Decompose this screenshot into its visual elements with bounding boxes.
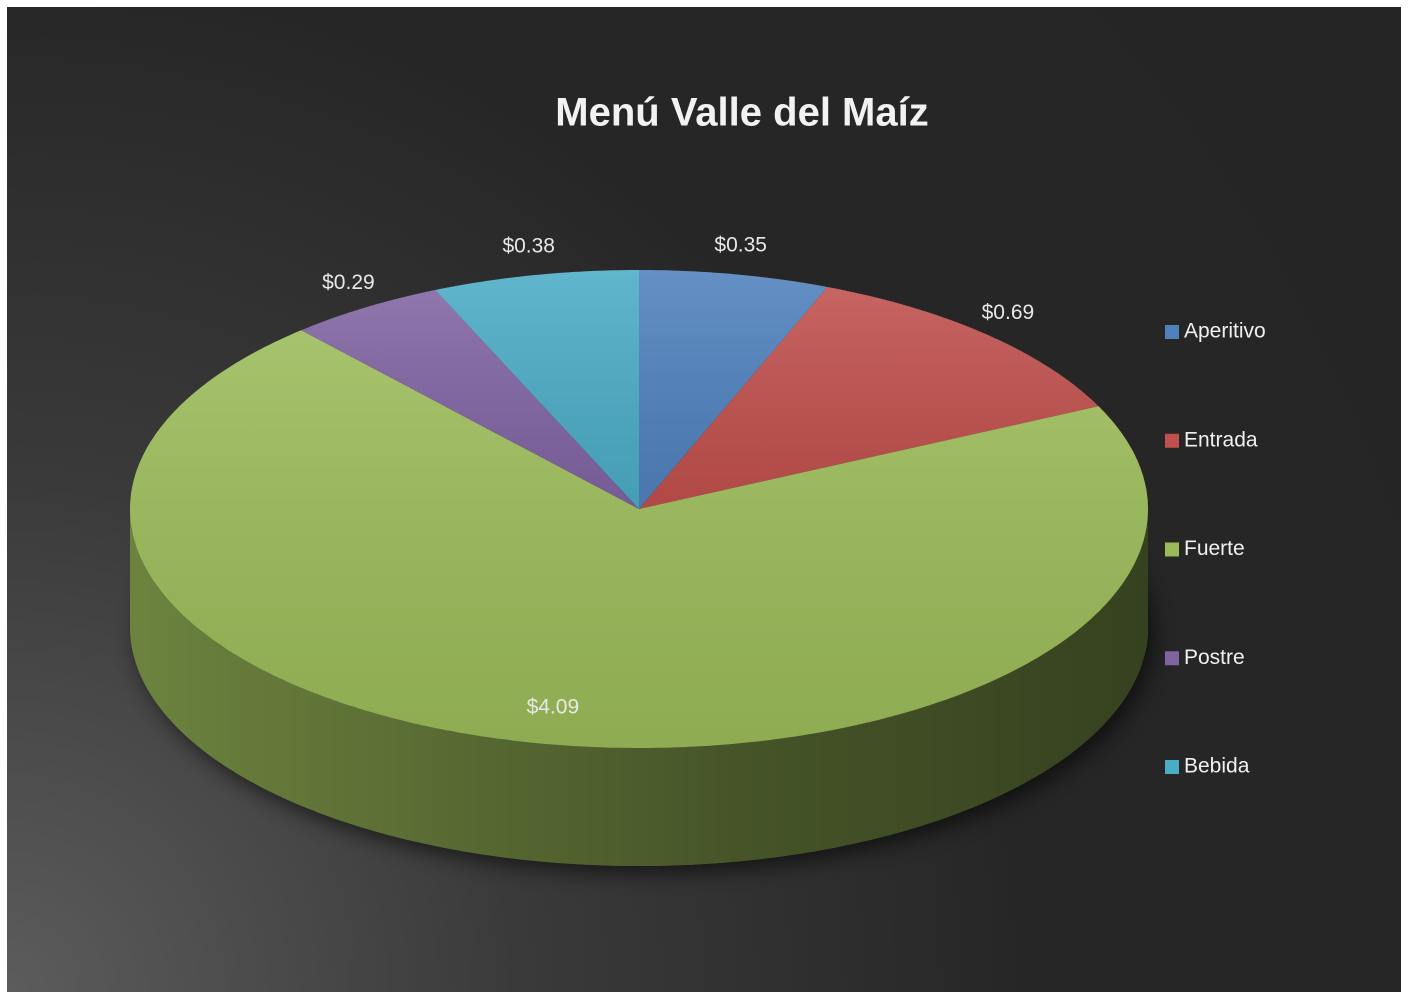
data-label: $0.38 bbox=[502, 235, 555, 258]
legend-swatch bbox=[1165, 325, 1179, 339]
data-label: $0.69 bbox=[982, 301, 1035, 324]
data-label: $0.35 bbox=[714, 234, 767, 257]
legend-swatch bbox=[1165, 651, 1179, 666]
slice-shade bbox=[639, 287, 1099, 509]
legend-label: Aperitivo bbox=[1184, 320, 1266, 343]
slice-shade bbox=[130, 330, 1148, 748]
data-label: $4.09 bbox=[527, 696, 580, 719]
slice-shade bbox=[639, 270, 828, 509]
slice-shade bbox=[301, 290, 639, 509]
legend-label: Fuerte bbox=[1184, 537, 1245, 560]
data-label: $0.29 bbox=[322, 271, 375, 294]
legend-swatch bbox=[1165, 760, 1179, 774]
legend-label: Postre bbox=[1184, 646, 1245, 669]
chart-title: Menú Valle del Maíz bbox=[555, 91, 928, 135]
legend-label: Bebida bbox=[1184, 755, 1250, 778]
slice-shade bbox=[435, 270, 639, 509]
legend-swatch bbox=[1165, 542, 1179, 557]
legend-label: Entrada bbox=[1184, 428, 1258, 451]
legend-swatch bbox=[1165, 433, 1179, 448]
slice-side-shade bbox=[130, 509, 1148, 866]
